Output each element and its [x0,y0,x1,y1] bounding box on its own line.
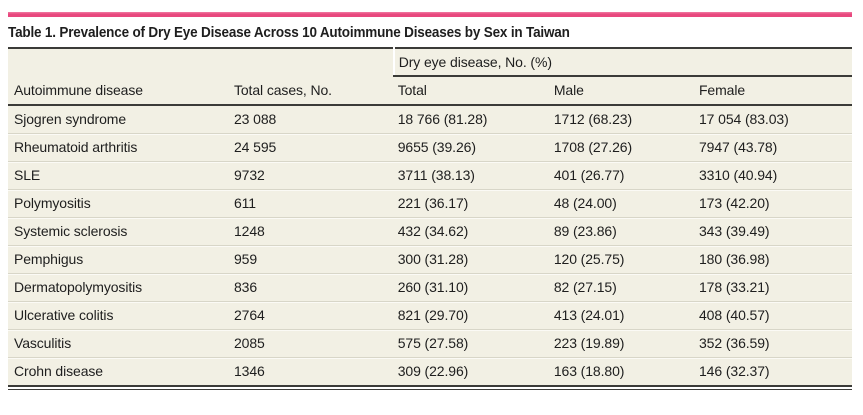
table-row: Sjogren syndrome 23 088 18 766 (81.28) 1712… [8,105,852,134]
cell-ded-total: 18 766 (81.28) [397,111,488,127]
cell-autoimmune-disease: Polymyositis [8,189,230,218]
cell-ded-female: 173 (42.20) [694,189,852,218]
cell-ded-total: 432 (34.62) [393,217,550,246]
table-row: Dermatopolymyositis 836 260 (31.10) 82 (27.… [8,273,852,302]
cell-ded-female: 180 (36.98) [694,245,852,274]
cell-ded-female: 3310 (40.94) [694,161,852,190]
column-header-total-cases: Total cases, No. [229,76,394,106]
prevalence-table: Dry eye disease, No. (%) Autoimmune dise… [8,47,852,387]
cell-total-cases: 1346 [229,357,394,386]
cell-ded-female: 7947 (43.78) [694,133,852,162]
cell-ded-female: 343 (39.49) [694,217,852,246]
cell-total-cases: 1248 [229,217,394,246]
cell-ded-total: 309 (22.96) [393,357,550,386]
accent-bar [8,12,852,17]
cell-total-cases: 23 088 [233,111,277,127]
table-title-text: Table 1. Prevalence of Dry Eye Disease A… [8,24,570,41]
table-title: Table 1. Prevalence of Dry Eye Disease A… [8,17,852,47]
cell-autoimmune-disease: Vasculitis [8,329,230,358]
cell-ded-total: 3711 (38.13) [393,161,550,190]
cell-ded-male: 120 (25.75) [549,245,695,274]
cell-ded-male: 223 (19.89) [549,329,695,358]
cell-ded-female: 352 (36.59) [694,329,852,358]
cell-ded-total: 300 (31.28) [393,245,550,274]
cell-ded-male: 163 (18.80) [549,357,695,386]
cell-total-cases: 2764 [229,301,394,330]
column-header-ded-male: Male [549,76,695,106]
table-row: Systemic sclerosis 1248 432 (34.62) 89 (23.… [8,217,852,246]
cell-ded-male: 1708 (27.26) [549,133,695,162]
cell-total-cases: 836 [229,273,394,302]
cell-ded-male: 401 (26.77) [549,161,695,190]
table-body: Sjogren syndrome 23 088 18 766 (81.28) 1712… [8,105,852,386]
table-row: Ulcerative colitis 2764 821 (29.70) 413 (24… [8,301,852,330]
cell-ded-total: 221 (36.17) [393,189,550,218]
cell-autoimmune-disease: Crohn disease [8,357,230,386]
cell-total-cases: 611 [229,189,394,218]
group-header-row: Dry eye disease, No. (%) [8,48,852,77]
cell-autoimmune-disease: SLE [8,161,230,190]
cell-total-cases: 9732 [229,161,394,190]
cell-ded-female: 146 (32.37) [694,357,852,386]
column-header-row: Autoimmune disease Total cases, No. Tota… [8,76,852,106]
table-row: Pemphigus 959 300 (31.28) 120 (25.75) 180 (3… [8,245,852,274]
table-row: Crohn disease 1346 309 (22.96) 163 (18.80) 1… [8,357,852,386]
table-figure: Table 1. Prevalence of Dry Eye Disease A… [8,12,852,390]
cell-ded-male: 413 (24.01) [549,301,695,330]
cell-ded-total: 575 (27.58) [393,329,550,358]
table-row: Polymyositis 611 221 (36.17) 48 (24.00) 173 … [8,189,852,218]
cell-ded-male: 48 (24.00) [549,189,695,218]
cell-ded-female: 178 (33.21) [694,273,852,302]
cell-autoimmune-disease: Dermatopolymyositis [8,273,230,302]
table-header: Dry eye disease, No. (%) Autoimmune dise… [8,48,852,106]
cell-ded-male: 1712 (68.23) [553,111,633,127]
column-header-ded-female: Female [694,76,852,106]
cell-autoimmune-disease: Ulcerative colitis [8,301,230,330]
table-row: Vasculitis 2085 575 (27.58) 223 (19.89) 352 … [8,329,852,358]
cell-autoimmune-disease: Sjogren syndrome [14,111,127,127]
cell-autoimmune-disease: Rheumatoid arthritis [8,133,230,162]
table-end-rule [8,389,852,390]
column-header-ded-total: Total [393,76,550,106]
group-header-dry-eye: Dry eye disease, No. (%) [392,48,852,77]
cell-total-cases: 24 595 [229,133,394,162]
table-row: Rheumatoid arthritis 24 595 9655 (39.26) 17… [8,133,852,162]
column-header-autoimmune-disease: Autoimmune disease [8,76,230,106]
cell-autoimmune-disease: Systemic sclerosis [8,217,230,246]
cell-ded-male: 89 (23.86) [549,217,695,246]
table-row: SLE 9732 3711 (38.13) 401 (26.77) 3310 (40.9… [8,161,852,190]
cell-ded-total: 260 (31.10) [393,273,550,302]
cell-ded-female: 408 (40.57) [694,301,852,330]
cell-autoimmune-disease: Pemphigus [8,245,230,274]
group-header-spacer [8,48,394,76]
cell-ded-male: 82 (27.15) [549,273,695,302]
cell-ded-total: 9655 (39.26) [393,133,550,162]
cell-ded-female: 17 054 (83.03) [698,111,789,127]
cell-total-cases: 959 [229,245,394,274]
cell-total-cases: 2085 [229,329,394,358]
cell-ded-total: 821 (29.70) [393,301,550,330]
